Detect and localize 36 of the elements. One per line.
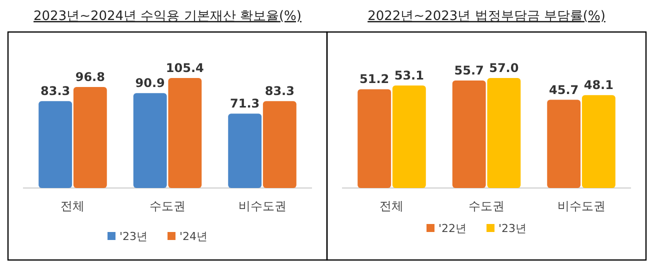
legend-label: '23년 — [498, 222, 527, 235]
data-label: 71.3 — [230, 96, 260, 111]
legend-label: '23년 — [120, 230, 148, 243]
data-label: 51.2 — [360, 72, 390, 86]
bar — [487, 78, 521, 188]
x-tick-label: 전체 — [60, 199, 85, 213]
chart-title: 2022년~2023년 법정부담금 부담률(%) — [368, 9, 606, 24]
bar — [582, 95, 616, 188]
x-tick-label: 비수도권 — [238, 199, 286, 213]
data-label: 57.0 — [489, 61, 519, 75]
chart-title: 2023년~2024년 수익용 기본재산 확보율(%) — [34, 9, 302, 24]
bar — [168, 78, 202, 188]
legend-label: '24년 — [180, 230, 208, 243]
data-label: 83.3 — [40, 84, 70, 98]
data-label: 53.1 — [394, 68, 424, 83]
bar — [133, 93, 167, 188]
data-label: 45.7 — [549, 82, 579, 97]
data-label: 55.7 — [454, 64, 484, 78]
bar — [38, 101, 72, 188]
x-tick-label: 수도권 — [468, 199, 504, 213]
bar — [262, 101, 296, 188]
bar — [358, 89, 392, 188]
x-tick-label: 비수도권 — [557, 199, 606, 213]
legend-label: '22년 — [438, 222, 467, 235]
data-label: 48.1 — [584, 78, 614, 92]
bar — [73, 86, 107, 188]
bar — [392, 86, 426, 188]
data-label: 105.4 — [166, 61, 204, 75]
x-tick-label: 수도권 — [150, 199, 186, 213]
data-label: 83.3 — [264, 84, 294, 98]
x-tick-label: 전체 — [380, 199, 404, 213]
data-label: 90.9 — [135, 76, 165, 90]
bar — [547, 100, 581, 188]
bar — [452, 80, 486, 188]
data-label: 96.8 — [75, 70, 105, 84]
bar — [228, 114, 262, 188]
